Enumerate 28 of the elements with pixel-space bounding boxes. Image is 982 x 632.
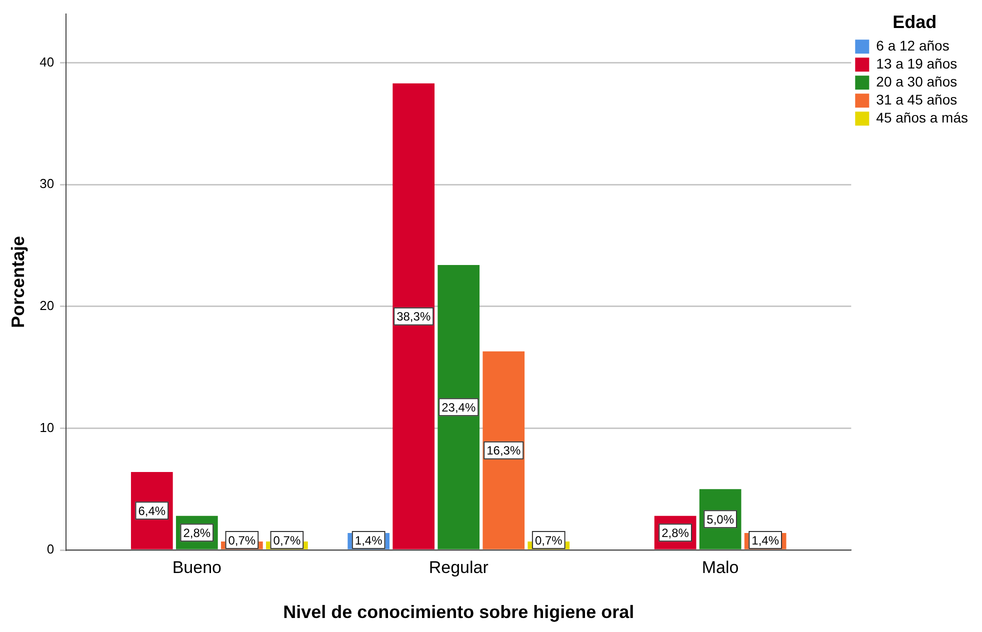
x-tick-label: Regular [428,558,489,577]
legend-title: Edad [892,12,937,32]
y-axis-title: Porcentaje [8,236,28,328]
legend-label: 45 años a más [876,109,968,126]
data-label: 6,4% [138,504,166,518]
data-label: 23,4% [442,400,476,414]
data-label: 0,7% [273,533,301,548]
legend-label: 6 a 12 años [876,37,950,54]
x-axis-title: Nivel de conocimiento sobre higiene oral [283,602,634,622]
y-tick-label: 20 [40,298,54,313]
data-label: 16,3% [486,444,521,458]
y-tick-label: 40 [40,54,54,70]
data-label: 1,4% [354,533,383,548]
data-label: 0,7% [534,533,563,548]
y-tick-label: 10 [40,420,54,435]
data-label: 1,4% [752,533,780,548]
legend-label: 13 a 19 años [876,55,958,72]
legend-label: 31 a 45 años [876,91,958,108]
x-tick-label: Malo [702,558,739,577]
legend-label: 20 a 30 años [876,73,958,90]
y-tick-label: 0 [46,542,54,557]
data-label: 0,7% [228,533,256,548]
data-label: 38,3% [396,310,431,324]
data-label: 5,0% [706,512,734,526]
x-tick-label: Bueno [172,558,222,577]
y-tick-label: 30 [40,176,54,192]
data-label: 2,8% [183,526,211,540]
data-label: 2,8% [662,526,690,540]
